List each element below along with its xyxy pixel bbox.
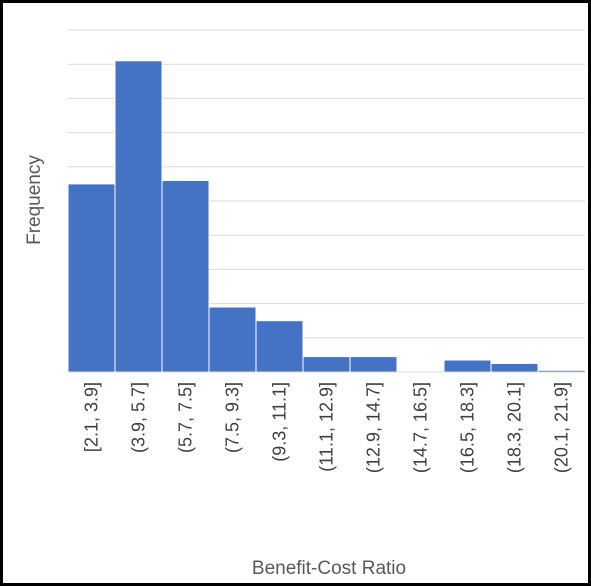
bar [490, 362, 539, 373]
bar [349, 356, 398, 373]
bar [255, 320, 304, 373]
x-tick-label: (14.7, 16.5] [411, 382, 431, 473]
x-tick-label: (12.9, 14.7] [364, 382, 384, 473]
bar [208, 306, 257, 373]
x-tick-label: (7.5, 9.3] [223, 382, 243, 453]
bar [443, 359, 492, 373]
x-tick-label: (20.1, 21.9] [552, 382, 572, 473]
bar [161, 179, 210, 373]
bars [67, 60, 586, 373]
bar [67, 183, 116, 373]
y-axis-title: Frequency [24, 155, 45, 245]
x-tick-label: [2.1, 3.9] [82, 382, 102, 452]
bar [114, 60, 163, 373]
x-tick-label: (18.3, 20.1] [505, 382, 525, 473]
x-tick-label: (5.7, 7.5] [176, 382, 196, 453]
x-tick-label: (11.1, 12.9] [317, 382, 337, 472]
x-tick-label: (9.3, 11.1] [270, 382, 290, 462]
x-tick-label: (3.9, 5.7] [129, 382, 149, 453]
bar [302, 356, 351, 373]
x-tick-label: (16.5, 18.3] [458, 382, 478, 473]
x-axis-title: Benefit-Cost Ratio [252, 558, 406, 579]
x-tick-labels: [2.1, 3.9] (3.9, 5.7] (5.7, 7.5] (7.5, 9.3]… [82, 382, 572, 473]
